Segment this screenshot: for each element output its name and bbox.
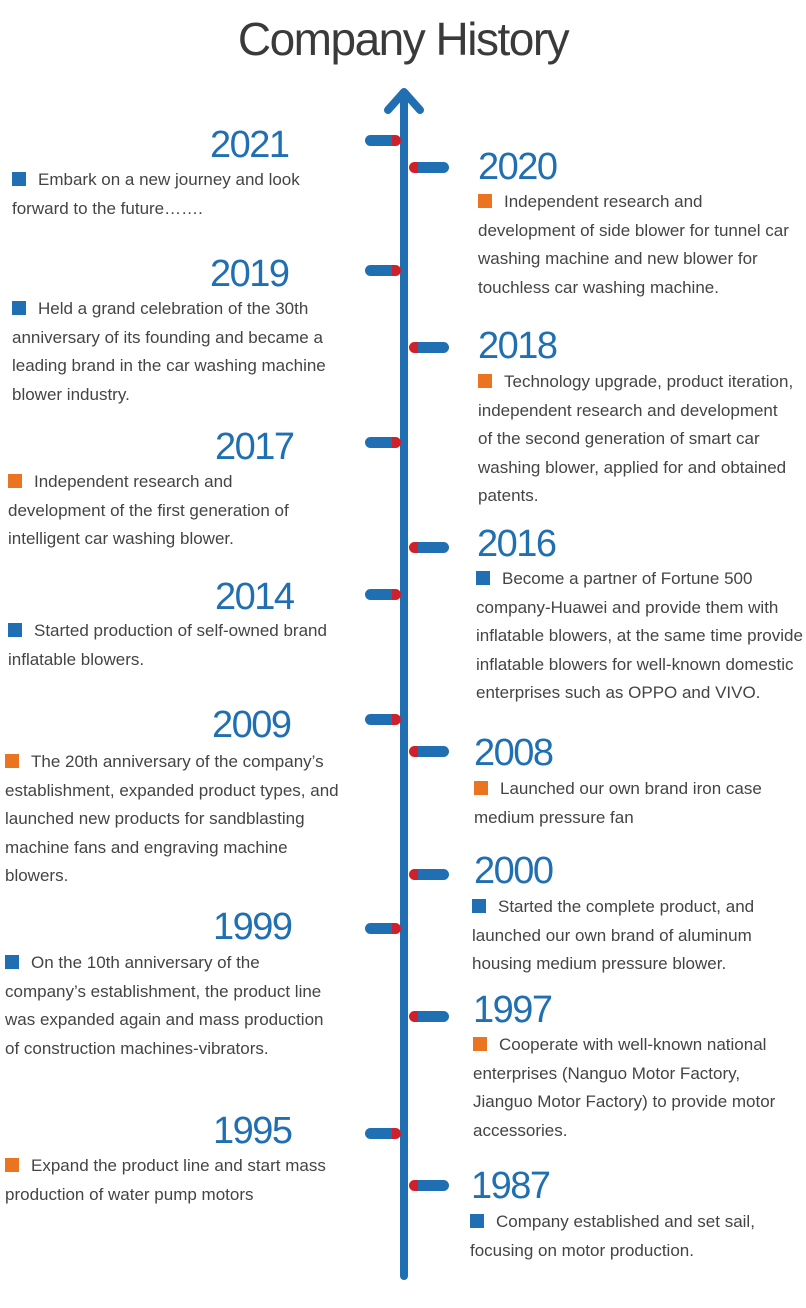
event-year: 2016	[477, 523, 557, 565]
event-description: Technology upgrade, product iteration, i…	[478, 372, 794, 505]
event-description: Started production of self-owned brand i…	[8, 621, 327, 669]
event-description: Started the complete product, and launch…	[472, 897, 755, 973]
timeline-marker	[365, 135, 401, 146]
bullet-square-icon	[5, 1158, 19, 1172]
timeline-marker	[409, 746, 449, 757]
event-description: Become a partner of Fortune 500 company-…	[476, 569, 803, 702]
timeline-marker	[365, 265, 401, 276]
event-description: Embark on a new journey and look forward…	[12, 170, 300, 218]
event-description: Launched our own brand iron case medium …	[474, 779, 762, 827]
bullet-square-icon	[473, 1037, 487, 1051]
event-description: Independent research and development of …	[8, 472, 289, 548]
arrow-up-icon	[384, 88, 424, 114]
bullet-square-icon	[478, 194, 492, 208]
timeline-marker	[409, 1011, 449, 1022]
bullet-square-icon	[12, 301, 26, 315]
event-description: On the 10th anniversary of the company’s…	[5, 953, 324, 1058]
event-year: 2009	[212, 704, 292, 746]
event-description: Expand the product line and start mass p…	[5, 1156, 326, 1204]
event-year: 1995	[213, 1110, 293, 1152]
bullet-square-icon	[5, 754, 19, 768]
bullet-square-icon	[12, 172, 26, 186]
event-year: 2008	[474, 732, 554, 774]
timeline-marker	[409, 542, 449, 553]
bullet-square-icon	[472, 899, 486, 913]
event-year: 1997	[473, 989, 553, 1031]
timeline-marker	[365, 714, 401, 725]
event-year: 2017	[215, 426, 295, 468]
timeline-marker	[409, 342, 449, 353]
page-title: Company History	[237, 13, 570, 65]
event-description: Independent research and development of …	[478, 192, 789, 297]
event-year: 1987	[471, 1165, 551, 1207]
event-year: 1999	[213, 906, 293, 948]
event-year: 2021	[210, 124, 290, 166]
timeline-marker	[365, 437, 401, 448]
bullet-square-icon	[8, 623, 22, 637]
timeline-axis	[400, 94, 408, 1280]
bullet-square-icon	[470, 1214, 484, 1228]
timeline-marker	[409, 1180, 449, 1191]
event-description: Held a grand celebration of the 30th ann…	[12, 299, 326, 404]
timeline-marker	[365, 589, 401, 600]
timeline-marker	[409, 162, 449, 173]
bullet-square-icon	[5, 955, 19, 969]
timeline-marker	[365, 923, 401, 934]
bullet-square-icon	[476, 571, 490, 585]
bullet-square-icon	[478, 374, 492, 388]
event-description: Cooperate with well-known national enter…	[473, 1035, 776, 1140]
timeline-marker	[365, 1128, 401, 1139]
bullet-square-icon	[474, 781, 488, 795]
bullet-square-icon	[8, 474, 22, 488]
event-description: Company established and set sail, focusi…	[470, 1212, 755, 1260]
event-year: 2018	[478, 325, 558, 367]
event-year: 2000	[474, 850, 554, 892]
event-year: 2020	[478, 146, 558, 188]
event-year: 2019	[210, 253, 290, 295]
event-year: 2014	[215, 576, 295, 618]
event-description: The 20th anniversary of the company’s es…	[5, 752, 339, 885]
timeline-marker	[409, 869, 449, 880]
